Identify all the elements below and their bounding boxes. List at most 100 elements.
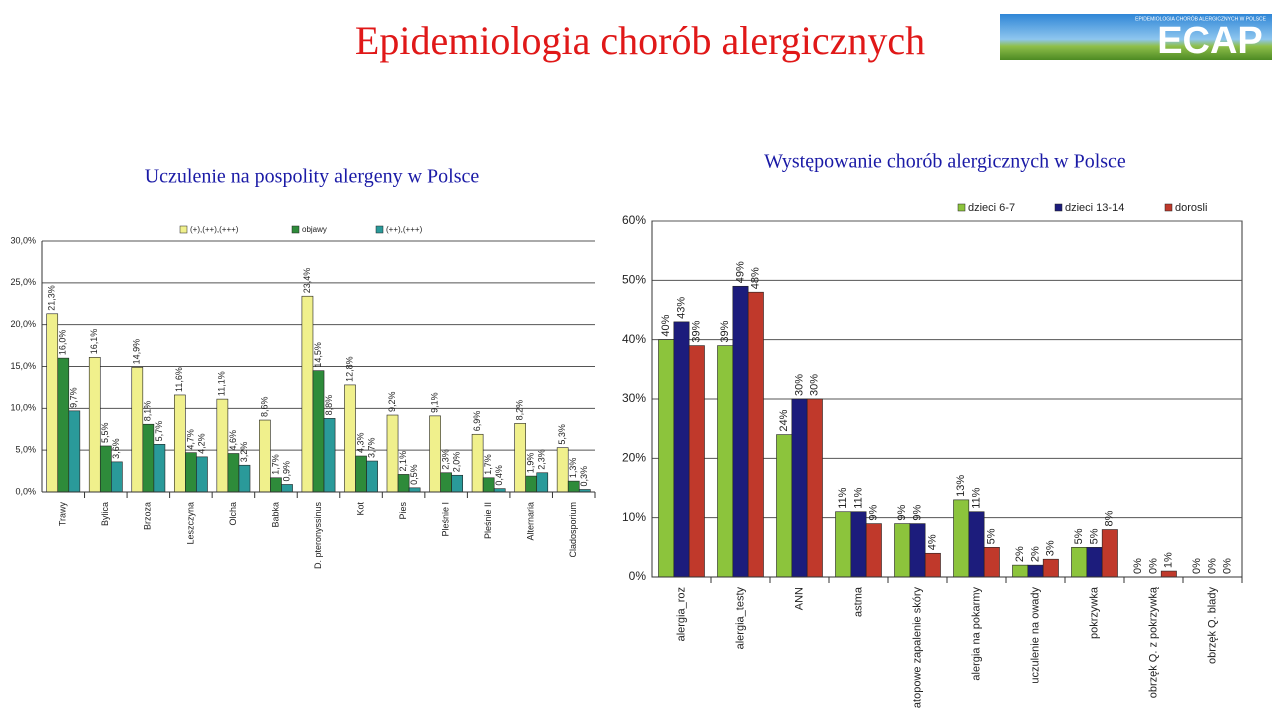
y-tick-label: 5,0% xyxy=(15,445,36,455)
bar xyxy=(173,394,186,493)
bar xyxy=(688,345,705,578)
legend-label: (++),(+++) xyxy=(386,225,423,234)
bar xyxy=(99,445,112,493)
bar xyxy=(111,461,123,493)
data-label: 0% xyxy=(1222,558,1234,574)
data-label: 11% xyxy=(837,487,849,508)
bar xyxy=(312,370,325,493)
data-label: 5,3% xyxy=(557,424,567,445)
data-label: 1,3% xyxy=(568,458,578,479)
data-label: 14,5% xyxy=(313,342,323,368)
data-label: 5% xyxy=(1073,528,1085,544)
bar xyxy=(747,291,764,578)
bar xyxy=(1086,547,1103,578)
bar xyxy=(131,367,144,493)
x-tick-label: astma xyxy=(852,586,864,617)
x-tick-label: alergia_testy xyxy=(734,587,746,650)
bar xyxy=(1027,564,1044,578)
bar xyxy=(196,456,208,493)
data-label: 30% xyxy=(793,374,805,396)
bar xyxy=(408,487,421,493)
bar xyxy=(806,398,823,578)
legend-label: objawy xyxy=(302,225,327,234)
bar xyxy=(776,434,793,578)
bar xyxy=(440,472,452,493)
data-label: 6,9% xyxy=(472,411,482,432)
bar xyxy=(323,418,336,493)
data-label: 0% xyxy=(1206,558,1218,574)
logo-text: ECAP xyxy=(1157,20,1263,62)
data-label: 48% xyxy=(750,267,762,289)
x-tick-label: pokrzywka xyxy=(1088,586,1100,639)
bar xyxy=(216,398,229,493)
bar xyxy=(953,499,970,578)
bar xyxy=(397,474,410,493)
bar xyxy=(471,433,484,493)
y-tick-label: 20,0% xyxy=(10,319,36,329)
data-label: 3,7% xyxy=(366,438,376,459)
chart-title: Występowanie chorób alergicznych w Polsc… xyxy=(764,151,1126,173)
data-label: 5,7% xyxy=(154,421,164,442)
data-label: 24% xyxy=(778,409,790,431)
data-label: 23,4% xyxy=(302,268,312,294)
data-label: 2% xyxy=(1014,546,1026,562)
data-label: 4,3% xyxy=(355,433,365,454)
data-label: 8% xyxy=(1104,510,1116,526)
bar xyxy=(482,477,495,493)
bar xyxy=(1101,529,1118,578)
bar xyxy=(673,321,690,578)
legend-swatch xyxy=(291,225,300,234)
data-label: 49% xyxy=(734,261,746,283)
bar xyxy=(344,384,356,493)
x-tick-label: obrzęk Q. blady xyxy=(1206,587,1218,665)
bar xyxy=(451,474,464,493)
data-label: 0,5% xyxy=(409,464,419,485)
x-tick-label: Brzoza xyxy=(143,502,153,530)
data-label: 39% xyxy=(719,320,731,342)
data-label: 0% xyxy=(1191,558,1203,574)
data-label: 1,7% xyxy=(270,454,280,475)
y-tick-label: 0,0% xyxy=(15,486,36,496)
data-label: 8,8% xyxy=(324,395,334,416)
x-tick-label: D. pteronyssinus xyxy=(313,502,323,570)
bar xyxy=(366,460,378,493)
data-label: 2% xyxy=(1029,546,1041,562)
data-label: 3,6% xyxy=(111,438,121,459)
x-tick-label: uczulenie na owady xyxy=(1029,587,1041,684)
x-tick-label: alergia na pokarmy xyxy=(970,587,982,681)
y-tick-label: 0% xyxy=(629,569,647,583)
legend-swatch xyxy=(375,225,384,234)
legend-label: dzieci 6-7 xyxy=(968,202,1015,214)
bar xyxy=(153,444,166,493)
bar xyxy=(386,414,399,493)
legend-swatch xyxy=(1054,203,1063,212)
bar xyxy=(185,452,197,493)
data-label: 3% xyxy=(1045,540,1057,556)
bar xyxy=(865,523,882,578)
data-label: 21,3% xyxy=(47,285,57,311)
bar xyxy=(658,339,675,578)
x-tick-label: Alternaria xyxy=(526,502,536,541)
bar xyxy=(355,455,367,493)
x-tick-label: Olcha xyxy=(228,502,238,526)
y-tick-label: 60% xyxy=(622,213,646,227)
data-label: 8,6% xyxy=(259,397,269,418)
data-label: 5% xyxy=(1088,528,1100,544)
bar xyxy=(1160,570,1177,578)
data-label: 14,9% xyxy=(132,339,142,365)
logo xyxy=(1000,14,1272,60)
bar xyxy=(46,313,59,493)
y-tick-label: 40% xyxy=(622,332,646,346)
data-label: 9% xyxy=(911,504,923,520)
y-tick-label: 15,0% xyxy=(10,361,36,371)
bar xyxy=(227,453,240,493)
data-label: 30% xyxy=(809,374,821,396)
data-label: 16,1% xyxy=(89,329,99,355)
data-label: 5% xyxy=(986,528,998,544)
bar xyxy=(717,345,734,578)
bar xyxy=(142,423,155,493)
data-label: 43% xyxy=(675,297,687,319)
bar xyxy=(983,547,1000,578)
data-label: 0% xyxy=(1132,558,1144,574)
bar xyxy=(270,477,282,493)
